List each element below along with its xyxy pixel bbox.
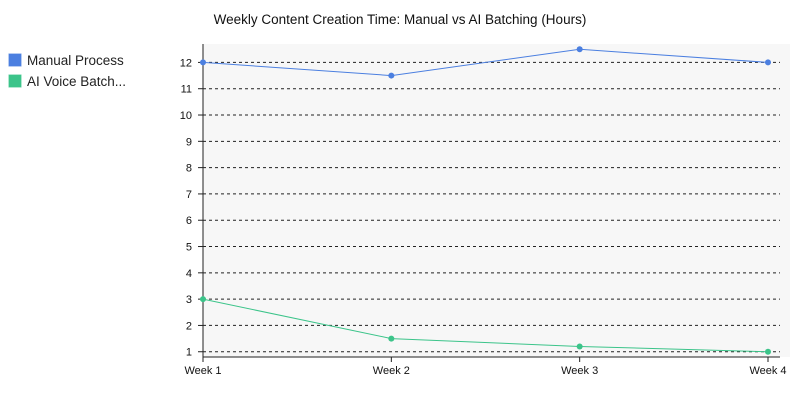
x-axis-ticks: Week 1 Week 2 Week 3 Week 4: [184, 357, 787, 377]
x-tick-label: Week 1: [184, 365, 221, 377]
y-tick-label: 11: [181, 84, 192, 96]
x-tick-label: Week 4: [749, 365, 786, 377]
series-line: [202, 298, 769, 353]
chart-title: Weekly Content Creation Time: Manual vs …: [214, 12, 587, 27]
y-tick-label: 5: [186, 242, 192, 254]
y-tick-label: 2: [186, 320, 192, 332]
data-point: [765, 59, 771, 66]
legend-swatch: [8, 53, 22, 67]
data-point: [576, 343, 583, 350]
series-line: [202, 48, 769, 77]
x-tick-label: Week 3: [561, 365, 598, 377]
y-tick-label: 8: [186, 163, 192, 175]
y-tick-label: 4: [186, 268, 192, 280]
series-1: [200, 46, 771, 79]
y-tick-label: 6: [186, 215, 192, 227]
data-point: [576, 46, 583, 53]
y-tick-label: 10: [180, 110, 192, 122]
data-point: [200, 296, 206, 303]
y-tick-label: 1: [186, 347, 192, 359]
plot-background: [203, 44, 790, 357]
legend-label: AI Voice Batch...: [27, 74, 126, 89]
legend-swatch: [8, 74, 22, 88]
y-tick-label: 3: [186, 294, 192, 306]
series-group: [200, 46, 771, 355]
axes: [202, 44, 780, 358]
grid-lines: [203, 61, 780, 353]
data-point: [388, 72, 395, 79]
legend: Manual Process AI Voice Batch...: [8, 53, 126, 89]
y-tick-label: 12: [180, 57, 192, 69]
data-point: [765, 348, 771, 355]
legend-label: Manual Process: [27, 53, 124, 68]
y-tick-label: 9: [186, 136, 192, 148]
data-point: [200, 59, 206, 66]
data-point: [388, 335, 395, 342]
series-2: [200, 296, 771, 355]
y-tick-label: 7: [186, 189, 192, 201]
x-tick-label: Week 2: [373, 365, 410, 377]
